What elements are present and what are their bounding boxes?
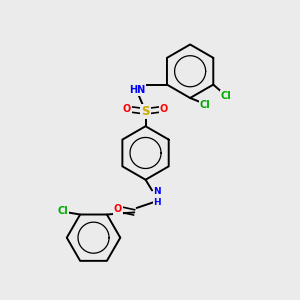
Text: Cl: Cl (200, 100, 210, 110)
Text: O: O (114, 204, 122, 214)
Text: Cl: Cl (58, 206, 68, 216)
Text: O: O (123, 104, 131, 114)
Text: O: O (160, 104, 168, 114)
Text: Cl: Cl (220, 91, 231, 101)
Text: HN: HN (129, 85, 145, 95)
Text: N
H: N H (154, 187, 161, 207)
Text: S: S (141, 105, 150, 118)
